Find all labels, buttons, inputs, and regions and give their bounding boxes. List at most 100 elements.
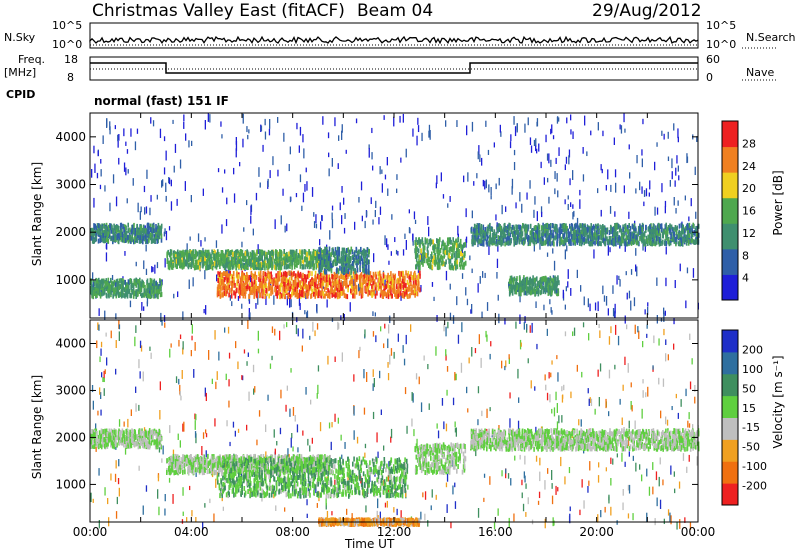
data-cell — [326, 277, 328, 282]
data-cell — [356, 274, 358, 280]
data-cell — [285, 264, 287, 270]
data-cell — [419, 273, 421, 279]
data-cell — [390, 276, 392, 282]
data-cell — [448, 258, 450, 264]
data-cell — [669, 240, 672, 246]
data-cell — [484, 227, 487, 233]
data-cell — [479, 238, 481, 244]
data-cell — [578, 240, 581, 246]
data-cell — [98, 277, 100, 283]
noise-cell — [566, 245, 568, 252]
data-cell — [225, 257, 228, 263]
data-cell — [280, 249, 282, 255]
data-cell — [130, 287, 133, 293]
data-cell — [204, 249, 207, 255]
data-cell — [412, 289, 415, 295]
noise-cell — [488, 184, 490, 193]
data-cell — [99, 283, 102, 289]
data-cell — [359, 258, 361, 264]
data-cell — [625, 230, 627, 236]
data-cell — [325, 284, 328, 290]
data-cell — [464, 242, 466, 247]
noise-cell — [353, 278, 355, 289]
data-cell — [93, 230, 96, 236]
data-cell — [520, 230, 523, 236]
data-cell — [341, 268, 344, 274]
data-cell — [242, 254, 244, 260]
data-cell — [321, 260, 323, 266]
noise-cell — [190, 195, 192, 203]
noise-cell — [299, 303, 301, 310]
noise-cell — [118, 134, 120, 141]
data-cell — [341, 265, 344, 271]
data-cell — [438, 258, 441, 264]
noise-cell — [125, 167, 127, 176]
noise-cell — [529, 137, 532, 146]
data-cell — [197, 264, 200, 270]
data-cell — [382, 273, 385, 279]
noise-cell — [636, 155, 638, 164]
data-cell — [229, 270, 231, 276]
data-cell — [356, 259, 358, 265]
data-cell — [423, 250, 425, 256]
data-cell — [96, 278, 98, 284]
noise-cell — [93, 145, 95, 154]
data-cell — [182, 260, 185, 266]
data-cell — [139, 282, 141, 288]
data-cell — [105, 228, 108, 234]
data-cell — [411, 284, 413, 290]
data-cell — [258, 262, 261, 268]
data-cell — [123, 287, 126, 293]
noise-cell — [226, 197, 228, 205]
data-cell — [371, 292, 373, 298]
noise-cell — [471, 210, 473, 219]
noise-cell — [289, 297, 291, 308]
data-cell — [137, 287, 140, 293]
data-cell — [590, 231, 593, 237]
noise-cell — [546, 153, 549, 161]
noise-cell — [607, 169, 609, 180]
data-cell — [376, 290, 378, 296]
noise-cell — [151, 266, 153, 273]
data-cell — [440, 260, 443, 266]
data-cell — [351, 283, 354, 289]
data-cell — [288, 277, 291, 283]
noise-cell — [470, 309, 472, 314]
data-cell — [276, 279, 279, 285]
data-cell — [239, 256, 241, 262]
data-cell — [152, 228, 155, 234]
data-cell — [181, 250, 183, 256]
data-cell — [498, 239, 500, 245]
data-cell — [157, 294, 159, 300]
data-cell — [355, 254, 358, 260]
data-cell — [329, 293, 331, 299]
data-cell — [337, 255, 339, 261]
data-cell — [90, 284, 93, 290]
data-cell — [396, 277, 399, 283]
data-cell — [134, 279, 137, 285]
data-cell — [337, 268, 339, 274]
noise-cell — [547, 177, 549, 183]
noise-cell — [540, 161, 542, 169]
noise-cell — [602, 130, 604, 137]
data-cell — [90, 278, 92, 284]
data-cell — [98, 283, 100, 289]
noise-cell — [141, 302, 143, 311]
data-cell — [243, 282, 246, 288]
noise-cell — [248, 299, 251, 304]
data-cell — [455, 251, 457, 256]
data-cell — [238, 260, 241, 266]
data-cell — [307, 284, 309, 290]
data-cell — [359, 255, 361, 261]
noise-cell — [386, 238, 388, 248]
data-cell — [179, 263, 181, 269]
noise-cell — [115, 313, 117, 320]
data-cell — [352, 271, 355, 277]
data-cell — [93, 290, 95, 296]
data-cell — [156, 234, 158, 240]
data-cell — [316, 249, 319, 255]
noise-cell — [302, 192, 305, 203]
data-cell — [281, 281, 283, 287]
data-cell — [302, 292, 304, 298]
data-cell — [298, 273, 301, 279]
